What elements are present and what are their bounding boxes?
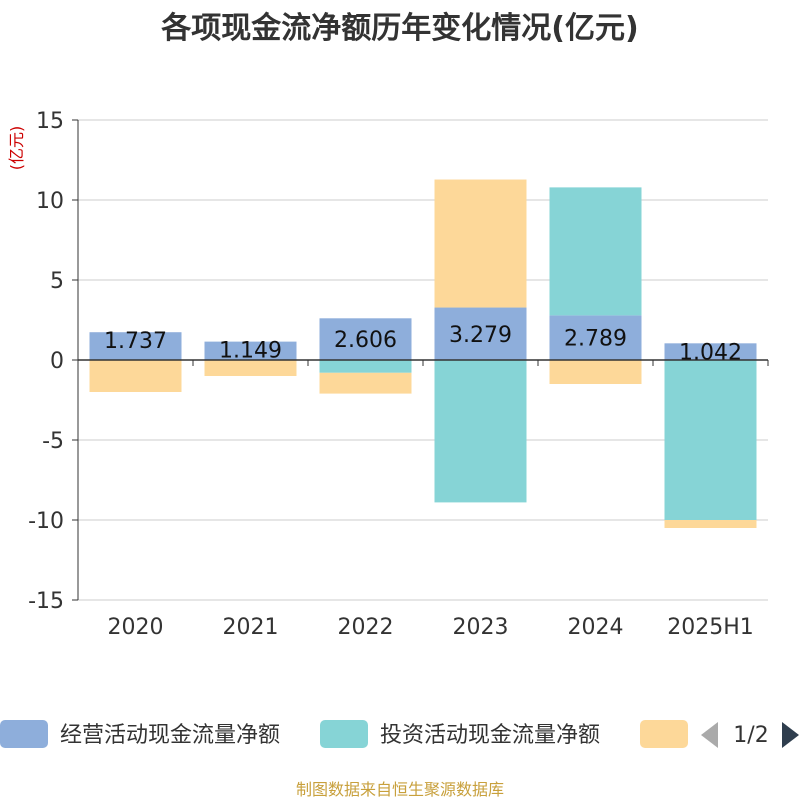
bar-series-0 (319, 318, 412, 360)
bar-series-0 (89, 332, 182, 360)
x-tick-label: 2025H1 (667, 615, 754, 640)
y-tick-label: -15 (28, 589, 64, 614)
bar-series-2 (434, 179, 527, 308)
bar-data-label: 3.279 (449, 323, 512, 348)
legend-prev-arrow-icon[interactable] (701, 722, 718, 748)
bar-data-label: 1.737 (104, 329, 167, 354)
x-tick-label: 2020 (108, 615, 164, 640)
bar-series-0 (549, 315, 642, 360)
y-tick-label: -5 (42, 429, 64, 454)
y-tick-label: 15 (36, 109, 64, 134)
legend-swatch-0[interactable] (0, 720, 48, 748)
y-axis-unit-label: (亿元) (7, 126, 26, 171)
source-note: 制图数据来自恒生聚源数据库 (296, 780, 504, 799)
bar-data-label: 1.149 (219, 339, 282, 364)
bar-series-0 (664, 343, 757, 360)
bar-series-0 (204, 341, 297, 360)
axes: 15 10 5 0 -5 -10 -15 2020 2021 2022 2023 2024 2025H1 (28, 109, 769, 640)
bar-series-1 (549, 187, 642, 316)
legend-swatch-2[interactable] (640, 720, 688, 748)
bar-series-0 (434, 307, 527, 360)
bar-series-2 (204, 360, 297, 376)
bar-data-label: 2.789 (564, 327, 627, 352)
bars (89, 179, 757, 528)
y-tick-label: 5 (50, 269, 64, 294)
legend: 经营活动现金流量净额 投资活动现金流量净额 1/2 (0, 720, 799, 748)
x-tick-label: 2022 (338, 615, 394, 640)
data-labels: 1.737 1.149 2.606 3.279 2.789 1.042 (104, 323, 742, 366)
legend-swatch-1[interactable] (320, 720, 368, 748)
bar-data-label: 2.606 (334, 328, 397, 353)
bar-series-1 (664, 360, 757, 520)
bar-series-1 (434, 360, 527, 503)
bar-series-2 (664, 520, 757, 528)
y-tick-label: -10 (28, 509, 64, 534)
legend-label-1[interactable]: 投资活动现金流量净额 (380, 723, 600, 748)
y-tick-label: 0 (50, 349, 64, 374)
legend-label-0[interactable]: 经营活动现金流量净额 (60, 723, 280, 748)
bar-series-1 (319, 360, 412, 373)
x-tick-label: 2021 (223, 615, 279, 640)
bar-series-2 (89, 360, 182, 392)
bar-data-label: 1.042 (679, 340, 742, 365)
bar-series-2 (549, 360, 642, 384)
legend-next-arrow-icon[interactable] (782, 722, 799, 748)
y-tick-label: 10 (36, 189, 64, 214)
bar-series-2 (319, 372, 412, 394)
x-tick-label: 2023 (453, 615, 509, 640)
legend-page-indicator: 1/2 (733, 723, 768, 748)
chart-title: 各项现金流净额历年变化情况(亿元) (160, 11, 638, 46)
x-tick-label: 2024 (568, 615, 624, 640)
